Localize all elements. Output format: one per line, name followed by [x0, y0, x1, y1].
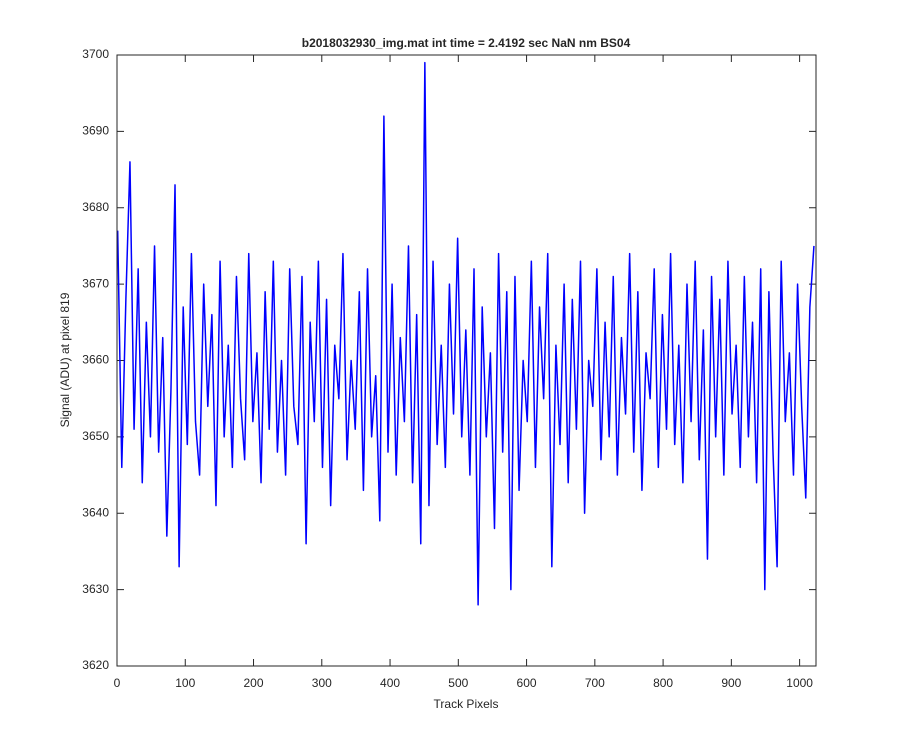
y-tick-label: 3670 — [82, 276, 109, 290]
x-tick-label: 800 — [653, 676, 673, 690]
y-axis-label: Signal (ADU) at pixel 819 — [58, 292, 72, 427]
y-tick-label: 3630 — [82, 582, 109, 596]
x-tick-label: 600 — [517, 676, 537, 690]
plot-box — [116, 54, 817, 667]
y-tick-label: 3620 — [82, 658, 109, 672]
data-line — [116, 61, 815, 606]
x-tick-label: 200 — [244, 676, 264, 690]
x-tick-label: 500 — [448, 676, 468, 690]
x-tick-label: 1000 — [786, 676, 813, 690]
y-tick-label: 3680 — [82, 200, 109, 214]
x-tick-label: 100 — [175, 676, 195, 690]
x-tick-label: 900 — [721, 676, 741, 690]
x-tick-label: 300 — [312, 676, 332, 690]
x-tick-label: 0 — [114, 676, 121, 690]
y-tick-label: 3690 — [82, 124, 109, 138]
y-tick-label: 3660 — [82, 353, 109, 367]
y-tick-label: 3640 — [82, 505, 109, 519]
y-tick-label: 3650 — [82, 429, 109, 443]
x-tick-label: 700 — [585, 676, 605, 690]
chart-title: b2018032930_img.mat int time = 2.4192 se… — [302, 36, 631, 50]
y-tick-label: 3700 — [82, 47, 109, 61]
x-tick-label: 400 — [380, 676, 400, 690]
x-axis-label: Track Pixels — [434, 697, 499, 711]
